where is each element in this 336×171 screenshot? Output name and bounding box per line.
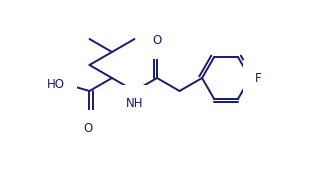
Text: NH: NH	[126, 97, 143, 110]
Text: O: O	[84, 122, 93, 135]
Text: O: O	[153, 34, 162, 47]
Text: F: F	[255, 71, 262, 84]
Text: HO: HO	[47, 78, 65, 91]
